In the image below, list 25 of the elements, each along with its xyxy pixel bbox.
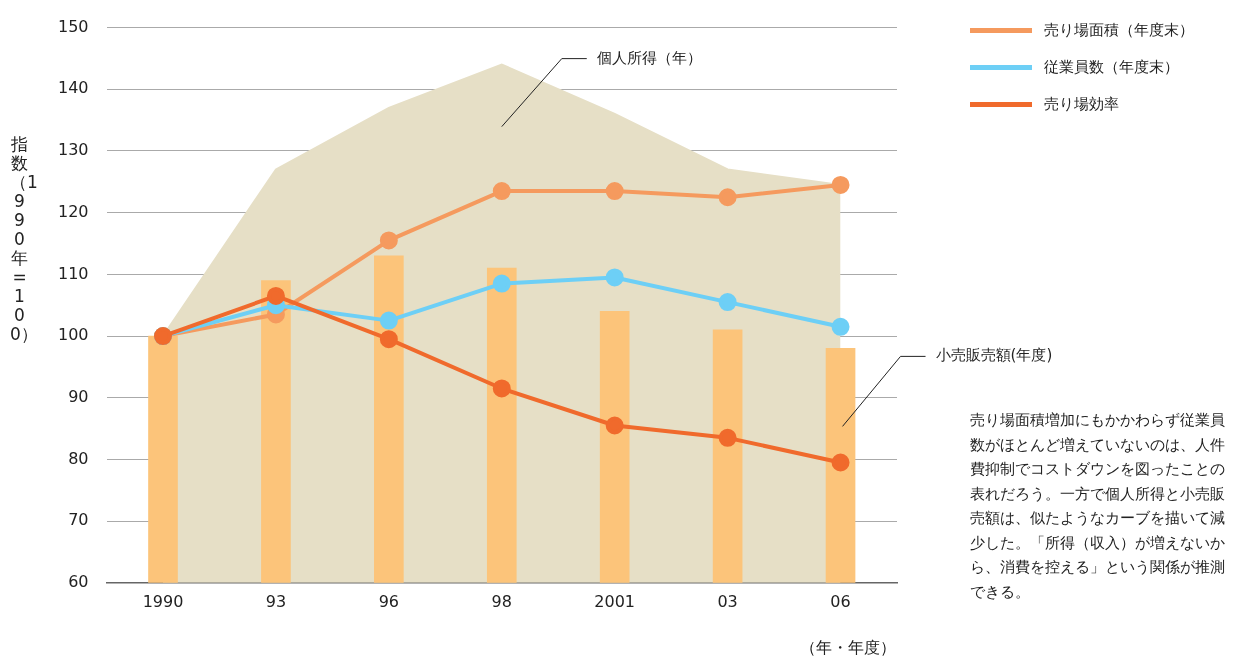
text: 小売販売額(年度) bbox=[935, 346, 1053, 365]
x-tick-label: 93 bbox=[265, 591, 287, 611]
y-tick-label: 100 bbox=[57, 325, 89, 345]
legend-label: 売り場面積（年度末） bbox=[1044, 21, 1194, 40]
y-tick-label: 120 bbox=[57, 201, 89, 221]
text: 指数（1990年=100） bbox=[10, 134, 38, 344]
x-tick-label: 03 bbox=[717, 591, 738, 611]
y-tick-label: 150 bbox=[57, 16, 89, 36]
x-tick-label: 98 bbox=[491, 591, 512, 611]
x-tick-label: 96 bbox=[378, 591, 400, 611]
x-tick-label: 1990 bbox=[142, 591, 184, 611]
y-tick-label: 70 bbox=[68, 510, 89, 530]
legend-label: 売り場効率 bbox=[1044, 95, 1119, 114]
legend-label: 従業員数（年度末） bbox=[1044, 58, 1179, 77]
x-tick-label: 06 bbox=[830, 591, 851, 611]
x-tick-label: 2001 bbox=[594, 591, 636, 611]
y-tick-label: 60 bbox=[68, 571, 89, 591]
x-axis-title: （年・年度） bbox=[800, 638, 896, 659]
text: 個人所得（年） bbox=[596, 48, 702, 67]
y-tick-label: 80 bbox=[68, 448, 89, 468]
y-tick-label: 140 bbox=[57, 78, 89, 98]
text: 売り場面積増加にもかかわらず従業員数がほとんど増えていないのは、人件費抑制でコストダウンを図ったことの表れだろう。一方で個人所得と小売販売額は、似たようなカーブを描いて減少した。「所得（収入）が増えないから、消費を控える」という関係が推測できる。 bbox=[970, 410, 1226, 603]
y-tick-label: 130 bbox=[57, 140, 89, 160]
y-tick-label: 110 bbox=[57, 263, 89, 283]
y-tick-label: 90 bbox=[68, 386, 89, 406]
